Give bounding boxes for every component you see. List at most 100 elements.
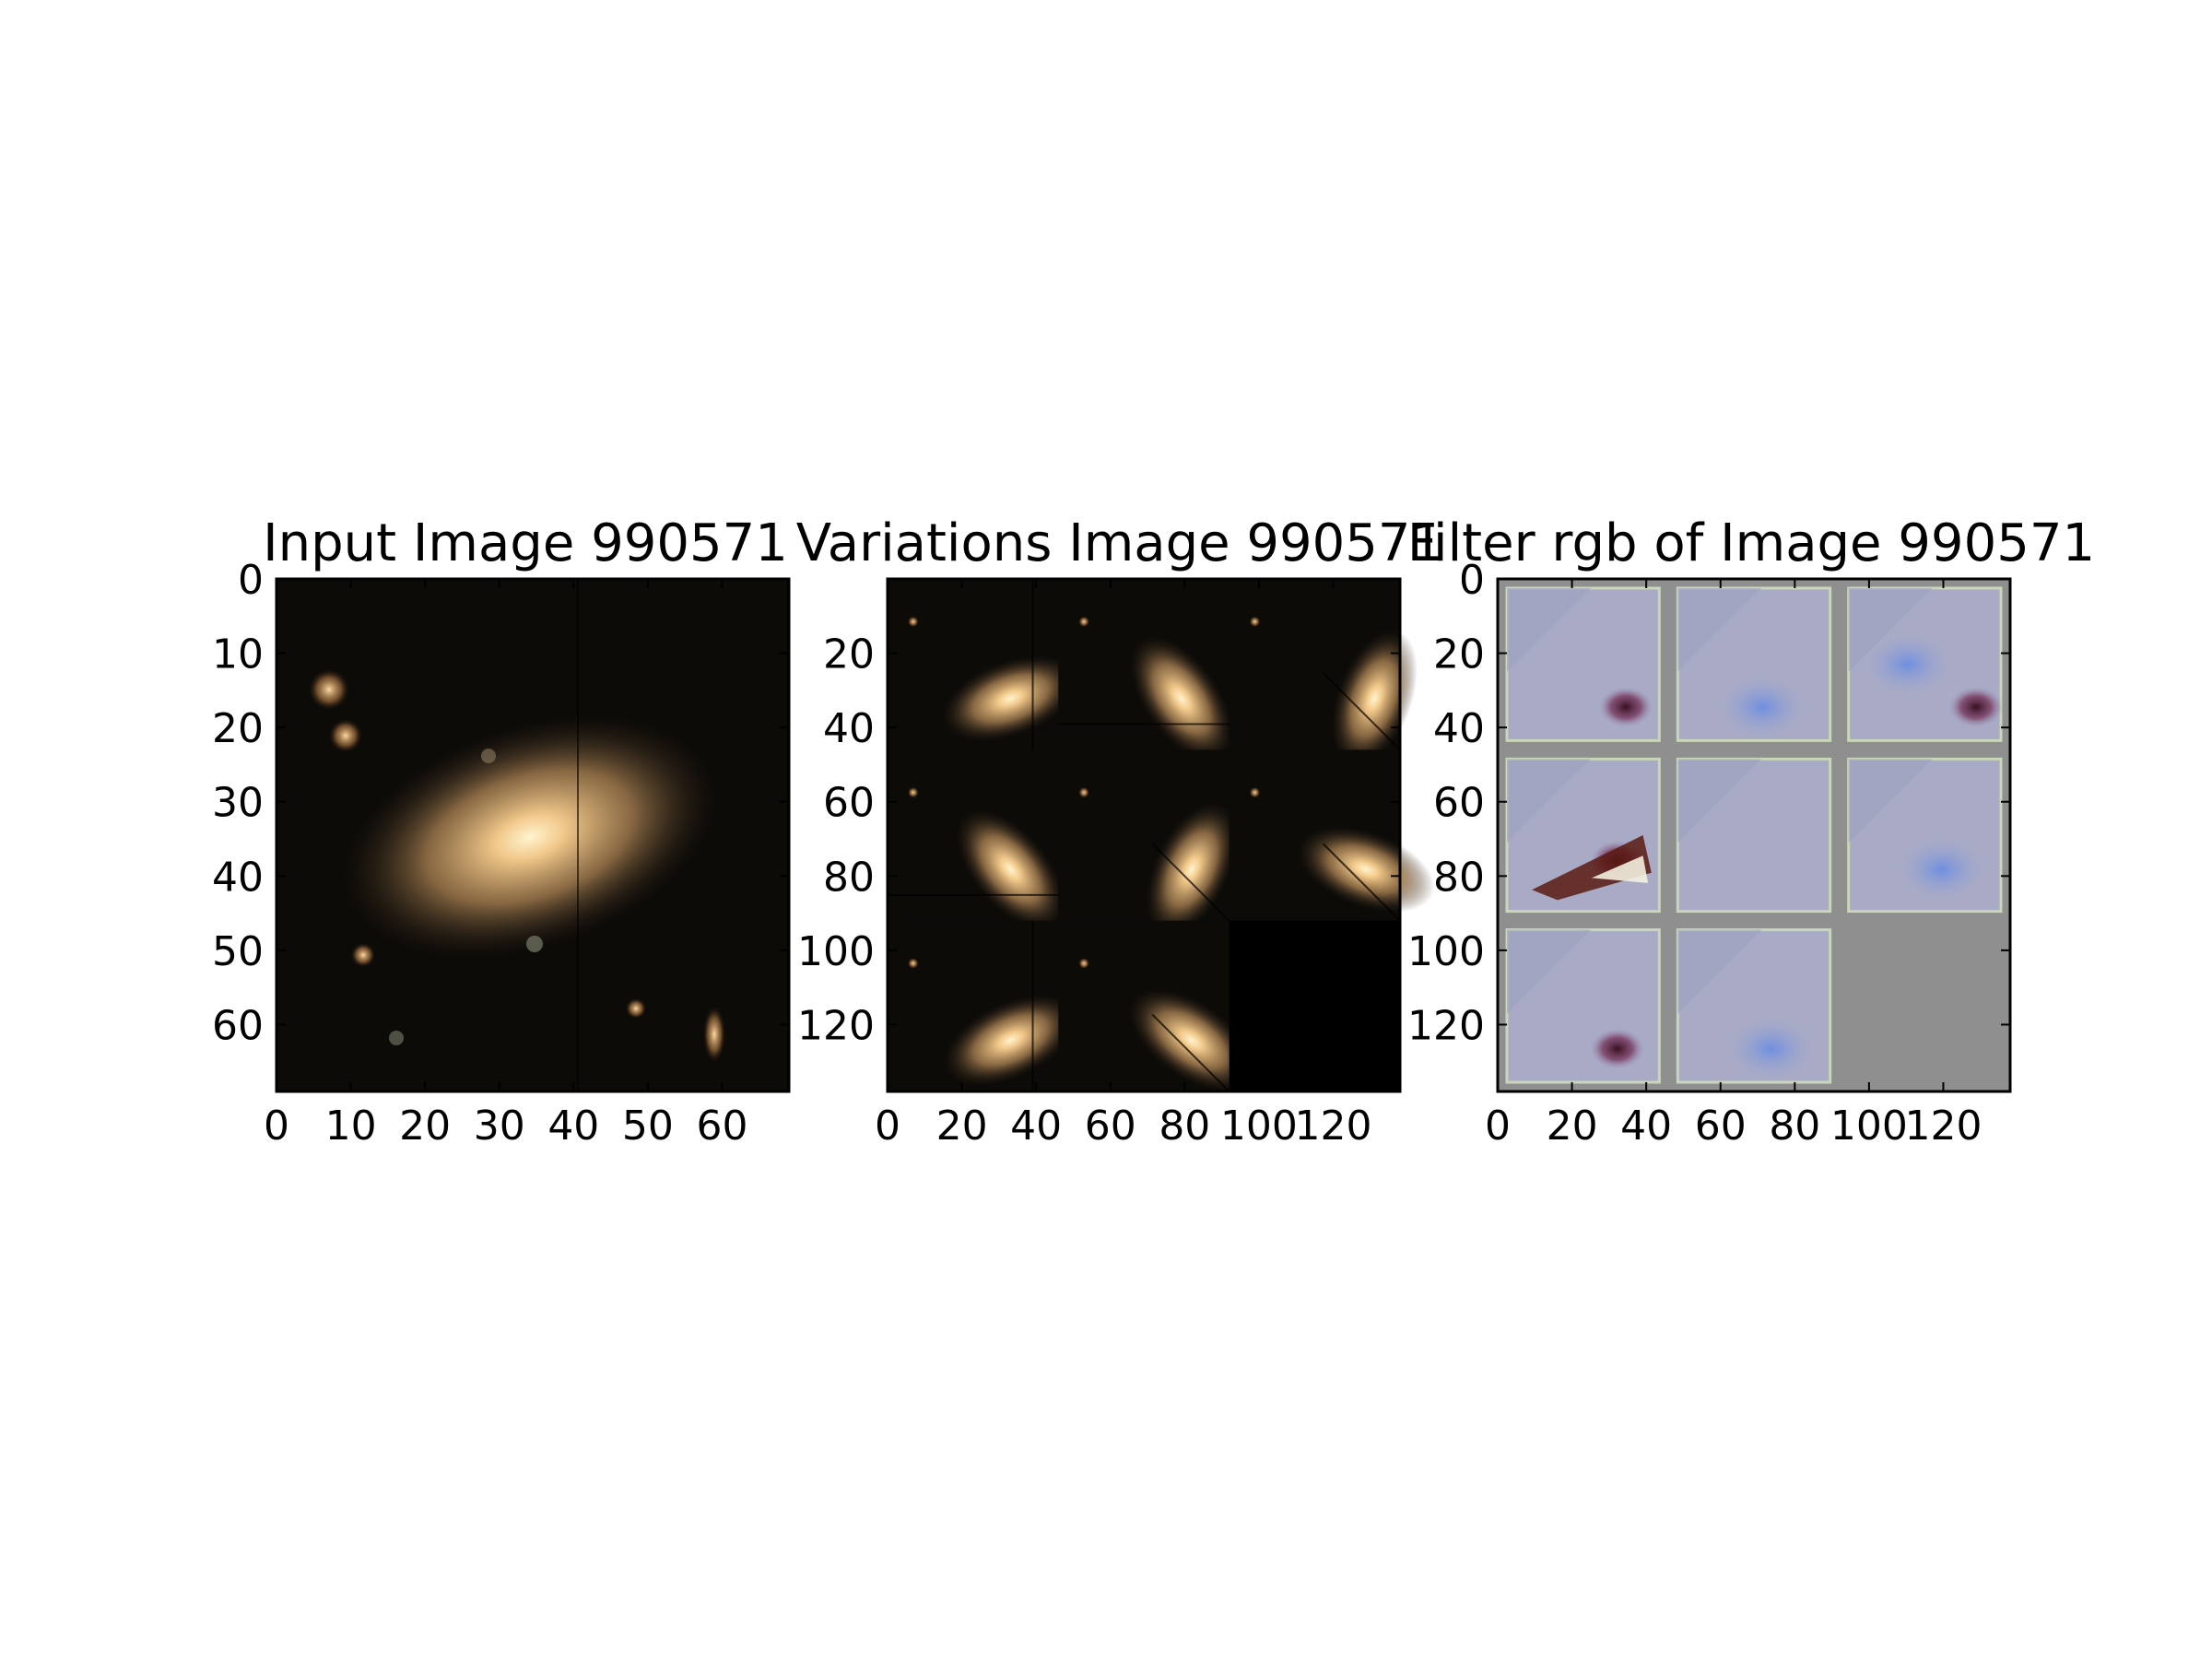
star [351,943,375,967]
galaxy [1331,630,1418,768]
star [389,1031,404,1045]
galaxy [943,994,1078,1086]
x-tick-label: 20 [1547,1103,1598,1150]
x-tick-label: 0 [264,1103,289,1150]
star [907,786,919,798]
variation-tile [888,579,1079,750]
x-tick-label: 40 [547,1103,599,1150]
y-tick-label: 30 [212,780,264,827]
filter-tile [1505,928,1661,1084]
variation-tile [888,749,1065,930]
x-tick-label: 40 [1010,1103,1062,1150]
filter-texture [1507,759,1591,843]
panel-filters: Filter rgb of Image 990571 0 20 40 60 80 1001… [1407,513,2095,1150]
filter-tile [1839,920,2010,1091]
y-tick-label: 0 [238,557,264,604]
y-tick-label: 100 [1407,928,1485,975]
filter-texture [1848,759,1933,843]
x-tick-label: 0 [1485,1103,1511,1150]
tile-background [1229,920,1400,1091]
y-tick-label: 50 [212,928,264,975]
filter-tile [1505,586,1661,742]
input-image-content [309,579,725,1091]
x-tick-label: 120 [1294,1103,1371,1150]
star [309,669,349,710]
star [1078,616,1090,628]
y-tick-label: 40 [212,854,264,901]
filter-blue-region [1728,1018,1814,1080]
variation-tile [1229,920,1400,1091]
filter-texture [1677,588,1762,672]
filter-dark-region [1590,1028,1645,1069]
axes-frame [275,577,791,1093]
filter-texture [1848,588,1933,672]
x-tick-label: 60 [1695,1103,1747,1150]
variation-tile [1058,920,1254,1092]
filter-highlight [1591,855,1649,883]
filter-dark-region [1598,686,1653,728]
y-tick-label: 80 [823,854,875,901]
filter-blue-region [1865,633,1951,696]
star [329,719,362,752]
tile-background [1839,920,2010,1091]
variation-tile [888,920,1078,1091]
filter-dark-region [1948,686,2004,728]
star [907,616,919,628]
x-tick-label: 80 [1159,1103,1210,1150]
filter-tile [1505,757,1661,914]
x-tick-label: 20 [399,1103,451,1150]
panel-input: Input Image 990571 0 10 20 30 40 50 60 0 10 20 30 4… [212,513,791,1150]
filter-blue-region [1719,676,1806,738]
x-tick-label: 10 [325,1103,377,1150]
galaxy [1128,988,1254,1092]
x-tick-label: 60 [1085,1103,1136,1150]
panel-title: Variations Image 990571 [796,513,1443,573]
star [1249,616,1261,628]
y-tick-label: 20 [823,631,875,678]
x-tick-label: 40 [1620,1103,1672,1150]
galaxy [941,655,1079,742]
axes-frame [1496,577,2012,1093]
x-tick-label: 120 [1904,1103,1982,1150]
star [907,958,919,969]
filter-texture [1507,588,1591,672]
filter-streak [1532,835,1652,901]
artifact-line [1151,1013,1230,1092]
filter-tile [1676,757,1832,914]
y-tick-label: 10 [212,631,264,678]
filter-tile [1676,586,1832,742]
variation-tile [1229,749,1435,922]
filter-blue-region [1899,838,1985,901]
star [626,998,646,1019]
y-tick-label: 120 [1407,1002,1485,1049]
star [481,749,496,763]
y-tick-label: 120 [797,1002,875,1049]
y-tick-label: 80 [1433,854,1485,901]
y-tick-label: 0 [1459,557,1485,604]
star [526,936,543,952]
filter-tile [1847,586,2004,742]
star [1078,786,1090,798]
y-tick-label: 40 [823,705,875,752]
panel-title: Input Image 990571 [263,513,788,573]
x-tick-label: 60 [696,1103,747,1150]
x-tick-label: 20 [936,1103,988,1150]
x-tick-label: 0 [875,1103,900,1150]
star [1249,786,1261,798]
artifact-line [1322,672,1401,751]
x-tick-label: 50 [622,1103,674,1150]
y-tick-label: 20 [212,705,264,752]
filter-tile [1676,928,1832,1084]
axes-frame [886,577,1402,1093]
filter-texture [1507,929,1591,1014]
y-tick-label: 20 [1433,631,1485,678]
star [703,1007,725,1062]
y-tick-label: 60 [823,780,875,827]
filter-tile [1847,757,2003,914]
x-tick-label: 30 [474,1103,525,1150]
filter-texture [1677,929,1762,1014]
